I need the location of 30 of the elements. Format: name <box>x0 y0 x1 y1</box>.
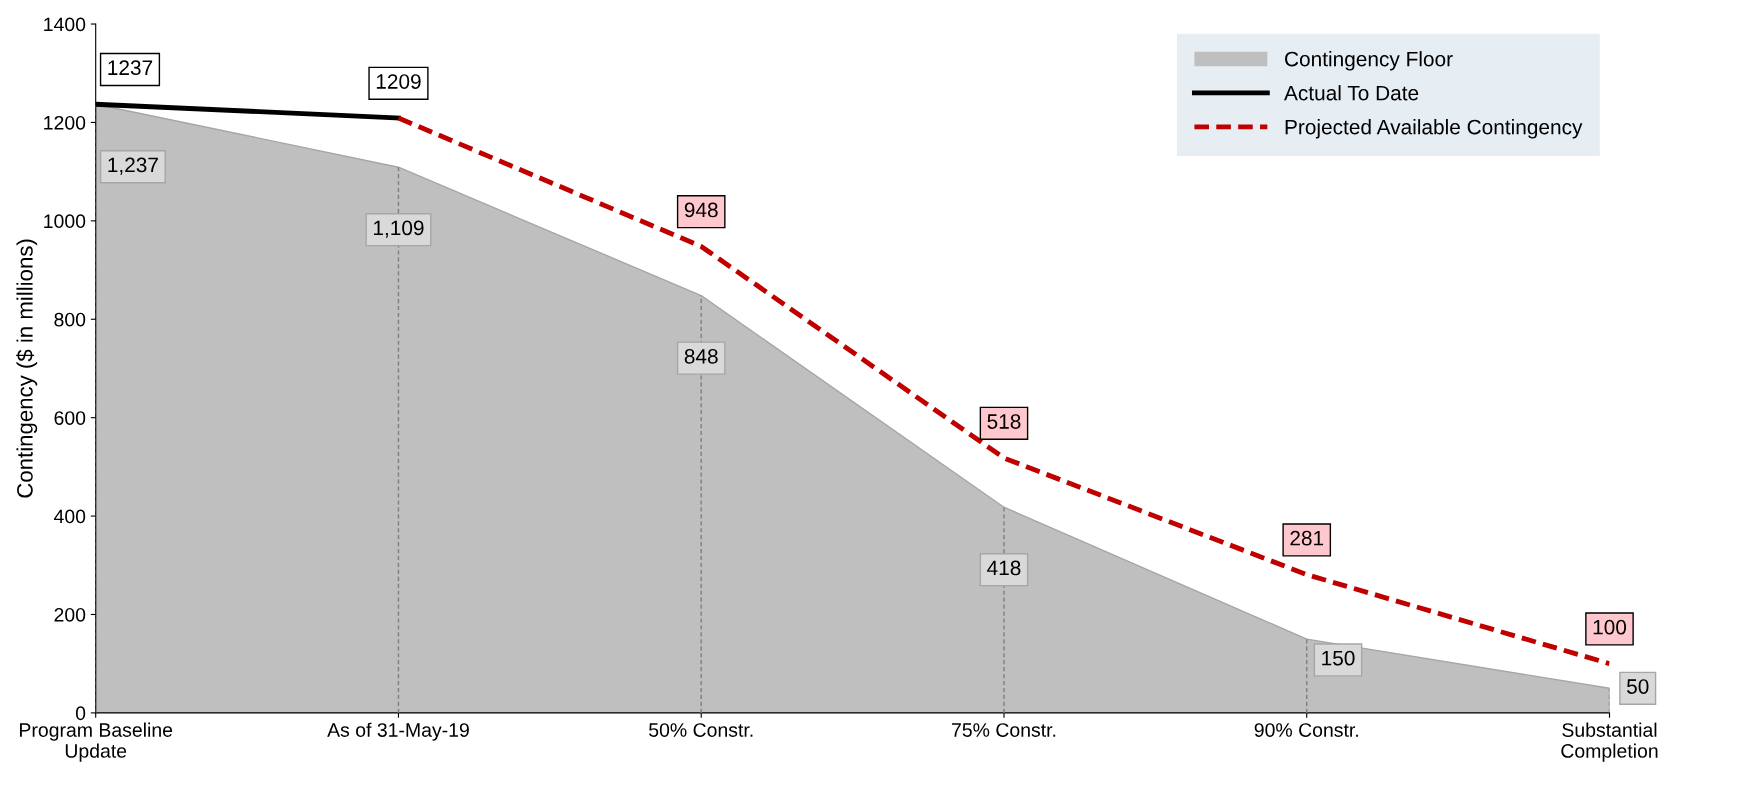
data-label: 1237 <box>108 60 153 76</box>
y-tick-label: 0 <box>75 706 86 721</box>
x-tick-label: 90% Constr. <box>1254 723 1358 737</box>
data-label: 150 <box>1322 650 1355 666</box>
y-tick-label: 400 <box>53 509 86 524</box>
y-tick-label: 1400 <box>44 17 86 32</box>
x-tick-label: As of 31-May-19 <box>327 722 469 741</box>
y-tick-label: 1200 <box>44 115 86 130</box>
y-axis-title: Contingency ($ in millions) <box>16 239 38 498</box>
data-label: 281 <box>1290 530 1324 546</box>
data-label: 1,237 <box>108 157 158 175</box>
data-label: 848 <box>684 348 718 364</box>
x-tick-label: 50% Constr. <box>649 723 753 737</box>
data-label: 1,109 <box>373 220 424 238</box>
y-tick-label: 1000 <box>44 214 86 229</box>
legend-label: Projected Available Contingency <box>1285 119 1583 139</box>
x-tick-label: Program Baseline Update <box>20 722 173 762</box>
data-label: 418 <box>987 560 1021 576</box>
x-tick-label: Substantial Completion <box>1561 722 1658 762</box>
data-label: 948 <box>684 202 718 218</box>
legend-label: Actual To Date <box>1284 85 1419 101</box>
data-label: 100 <box>1593 619 1627 635</box>
legend-label: Contingency Floor <box>1285 51 1453 71</box>
data-label: 518 <box>987 414 1021 429</box>
x-tick-label: 75% Constr. <box>952 723 1056 737</box>
data-label: 1209 <box>376 74 421 89</box>
y-tick-label: 800 <box>54 312 86 327</box>
y-tick-label: 200 <box>54 607 86 622</box>
y-tick-label: 600 <box>54 411 86 425</box>
data-label: 50 <box>1627 679 1649 694</box>
